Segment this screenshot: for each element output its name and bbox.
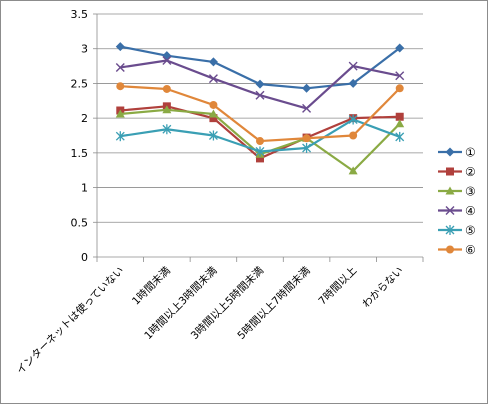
axes	[93, 13, 424, 262]
y-tick-label: 2	[81, 112, 88, 125]
data-point	[255, 146, 265, 157]
data-point	[162, 51, 172, 61]
y-tick-label: 2.5	[71, 77, 89, 90]
data-point	[348, 166, 358, 175]
data-point	[115, 109, 125, 118]
legend-label: ①	[465, 146, 476, 160]
data-point	[208, 130, 218, 141]
data-point	[162, 84, 171, 93]
data-point	[116, 82, 125, 91]
legend-label: ④	[465, 204, 476, 218]
series-group	[115, 42, 405, 175]
data-point	[115, 131, 125, 142]
data-point	[209, 114, 218, 123]
legend-entry: ③	[438, 185, 476, 199]
legend-entry: ⑥	[438, 243, 476, 257]
legend-label: ⑥	[465, 243, 476, 257]
legend-label: ②	[465, 165, 476, 179]
series-④	[115, 56, 405, 113]
data-point	[348, 78, 358, 88]
x-category-label: インターネットは使っていない	[14, 264, 127, 377]
y-tick-label: 3	[81, 43, 88, 56]
legend-entry: ④	[438, 204, 476, 218]
data-point	[208, 109, 218, 118]
legend: ① ② ③ ④ ⑤ ⑥	[438, 146, 476, 257]
x-category-label: わからない	[360, 265, 406, 311]
data-point	[348, 114, 358, 125]
data-point	[302, 134, 311, 143]
data-point	[255, 90, 265, 100]
data-point	[395, 43, 405, 53]
data-point	[162, 56, 172, 66]
data-point	[395, 112, 404, 121]
y-tick-label: 3.5	[71, 8, 89, 21]
data-point	[256, 137, 264, 146]
data-point	[208, 74, 218, 84]
legend-label: ③	[465, 185, 476, 199]
legend-label: ⑤	[465, 224, 476, 238]
data-point	[395, 71, 405, 81]
y-tick-label: 0	[81, 251, 88, 264]
series-⑤	[115, 114, 405, 157]
data-point	[255, 79, 265, 89]
data-point	[445, 225, 455, 235]
legend-entry: ⑤	[438, 224, 476, 238]
data-point	[349, 131, 358, 140]
data-point	[115, 62, 125, 72]
y-axis-ticks: 0 0.5 1 1.5 2 2.5 3 3.5	[71, 8, 89, 264]
series-⑥	[116, 82, 404, 146]
y-tick-label: 0.5	[71, 216, 89, 229]
data-point	[115, 42, 125, 52]
data-point	[208, 57, 218, 67]
legend-entry: ②	[438, 165, 476, 179]
data-point	[162, 105, 172, 114]
data-point	[256, 154, 264, 163]
data-point	[446, 245, 454, 254]
x-category-label: 7時間以上	[316, 265, 359, 308]
x-axis-labels: インターネットは使っていない 1時間未満1時間以上3時間未満3時間以上5時間未満5…	[14, 264, 406, 377]
data-point	[395, 119, 405, 128]
data-point	[395, 84, 404, 93]
data-point	[162, 124, 172, 135]
data-point	[446, 167, 454, 176]
legend-entry: ①	[438, 146, 476, 160]
data-point	[445, 186, 455, 195]
x-category-label: 1時間未満	[130, 264, 173, 307]
series-①	[115, 42, 405, 93]
data-point	[445, 147, 455, 157]
data-point	[302, 142, 312, 153]
data-point	[348, 61, 358, 71]
data-point	[302, 83, 312, 93]
data-point	[209, 100, 218, 109]
data-point	[445, 206, 455, 215]
data-point	[302, 103, 312, 113]
data-point	[395, 131, 405, 142]
y-tick-label: 1	[81, 182, 88, 195]
y-tick-label: 1.5	[71, 147, 89, 160]
